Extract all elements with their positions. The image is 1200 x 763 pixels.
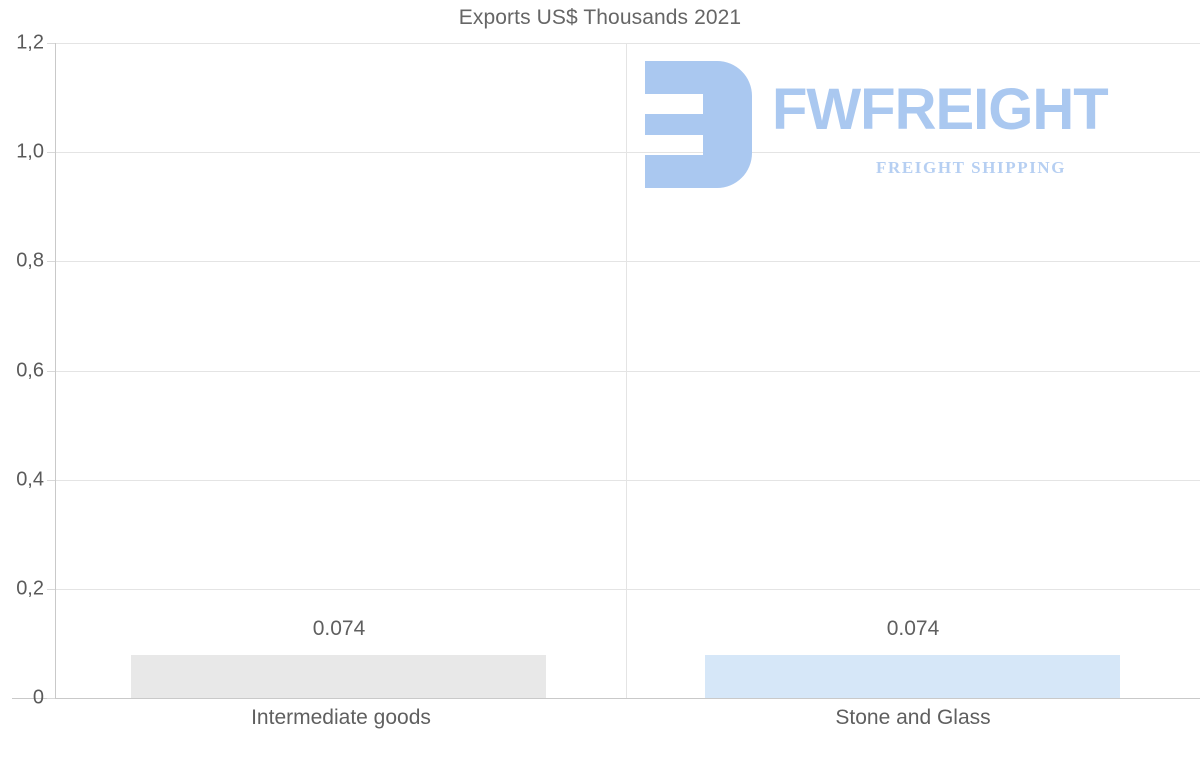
y-tick-mark-0_8 <box>47 261 55 262</box>
y-tick-mark-0 <box>47 698 55 699</box>
gridline-0_6 <box>55 371 1200 372</box>
bar-stone-and-glass[interactable] <box>705 655 1120 698</box>
y-tick-label-0_6: 0,6 <box>16 359 44 382</box>
x-axis-line <box>12 698 1200 699</box>
y-tick-mark-1_0 <box>47 152 55 153</box>
y-tick-mark-0_6 <box>47 371 55 372</box>
chart-title: Exports US$ Thousands 2021 <box>458 6 742 29</box>
y-tick-mark-0_4 <box>47 480 55 481</box>
y-tick-mark-0_2 <box>47 589 55 590</box>
y-tick-label-0_8: 0,8 <box>16 249 44 272</box>
gridline-0_4 <box>55 480 1200 481</box>
value-label-intermediate-goods: 0.074 <box>312 617 366 640</box>
category-separator-gridline <box>626 43 627 698</box>
y-axis-line <box>55 43 56 699</box>
plot-area <box>55 43 1200 698</box>
y-tick-label-0_4: 0,4 <box>16 468 44 491</box>
gridline-1_0 <box>55 152 1200 153</box>
y-tick-mark-1_2 <box>47 43 55 44</box>
value-label-stone-and-glass: 0.074 <box>886 617 940 640</box>
gridline-0_2 <box>55 589 1200 590</box>
y-tick-label-0_2: 0,2 <box>16 577 44 600</box>
gridline-1_2 <box>55 43 1200 44</box>
bar-intermediate-goods[interactable] <box>131 655 546 698</box>
category-label-intermediate-goods: Intermediate goods <box>251 706 431 729</box>
category-label-stone-and-glass: Stone and Glass <box>835 706 991 729</box>
y-tick-label-1_0: 1,0 <box>16 140 44 163</box>
y-tick-label-1_2: 1,2 <box>16 31 44 54</box>
gridline-0_8 <box>55 261 1200 262</box>
